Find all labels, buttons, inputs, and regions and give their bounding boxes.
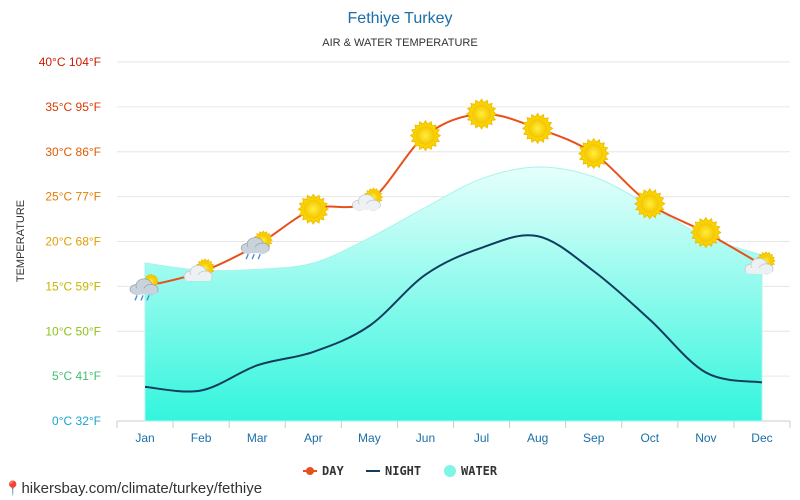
- y-tick-label: 10°C 50°F: [45, 324, 101, 338]
- legend-label: NIGHT: [385, 464, 421, 478]
- legend-label: WATER: [461, 464, 498, 478]
- x-tick-label: Jul: [474, 431, 489, 445]
- sun-icon: [577, 137, 610, 170]
- source-link[interactable]: 📍hikersbay.com/climate/turkey/fethiye: [4, 480, 262, 497]
- legend-item-night[interactable]: NIGHT: [366, 464, 421, 478]
- y-tick-labels: 0°C 32°F 5°C 41°F 10°C 50°F 15°C 59°F 20°C 6…: [39, 55, 101, 428]
- x-tick-label: Jan: [135, 431, 154, 445]
- sun-cloud-icon: [744, 251, 776, 275]
- sun-icon: [521, 112, 554, 145]
- legend-item-water[interactable]: WATER: [444, 464, 498, 478]
- y-tick-label: 0°C 32°F: [52, 414, 101, 428]
- night-series-line: [144, 234, 763, 393]
- x-axis: Jan Feb Mar Apr May Jun Jul Aug Sep Oct Nov Dec: [116, 421, 791, 445]
- x-tick-label: Aug: [527, 431, 548, 445]
- y-tick-label: 15°C 59°F: [45, 279, 101, 293]
- legend-item-day[interactable]: DAY: [303, 464, 344, 478]
- x-tick-label: Oct: [640, 431, 659, 445]
- sun-icon: [409, 119, 442, 152]
- water-series-area: [144, 166, 763, 422]
- y-tick-label: 20°C 68°F: [45, 235, 101, 249]
- x-tick-label: Sep: [583, 431, 605, 445]
- x-tick-label: Dec: [751, 431, 772, 445]
- x-tick-label: Mar: [247, 431, 268, 445]
- water-area: [144, 166, 763, 422]
- x-tick-label: Nov: [695, 431, 716, 445]
- location-pin-icon: 📍: [4, 480, 22, 496]
- sun-icon: [634, 188, 666, 220]
- y-tick-label: 40°C 104°F: [39, 55, 101, 69]
- legend[interactable]: DAY NIGHT WATER: [303, 464, 498, 478]
- x-tick-label: May: [358, 431, 381, 445]
- rain-cloud-icon: [129, 273, 159, 301]
- weather-icons: [129, 98, 776, 301]
- sun-icon: [465, 98, 498, 130]
- y-axis-label: TEMPERATURE: [15, 200, 27, 282]
- sun-icon: [297, 193, 330, 225]
- y-tick-label: 25°C 77°F: [45, 190, 101, 204]
- y-tick-label: 30°C 86°F: [45, 145, 101, 159]
- y-tick-label: 35°C 95°F: [45, 100, 101, 114]
- legend-label: DAY: [322, 464, 344, 478]
- x-tick-label: Jun: [416, 431, 435, 445]
- sun-cloud-rain-icon: [240, 230, 273, 260]
- sun-cloud-icon: [351, 187, 384, 211]
- sun-cloud-icon: [183, 258, 215, 282]
- chart-title: Fethiye Turkey: [348, 10, 453, 27]
- sun-icon: [690, 216, 722, 249]
- source-text[interactable]: hikersbay.com/climate/turkey/fethiye: [21, 480, 263, 497]
- x-tick-label: Apr: [304, 431, 323, 445]
- chart-subtitle: AIR & WATER TEMPERATURE: [322, 37, 477, 49]
- y-tick-label: 5°C 41°F: [52, 369, 101, 383]
- x-tick-label: Feb: [191, 431, 212, 445]
